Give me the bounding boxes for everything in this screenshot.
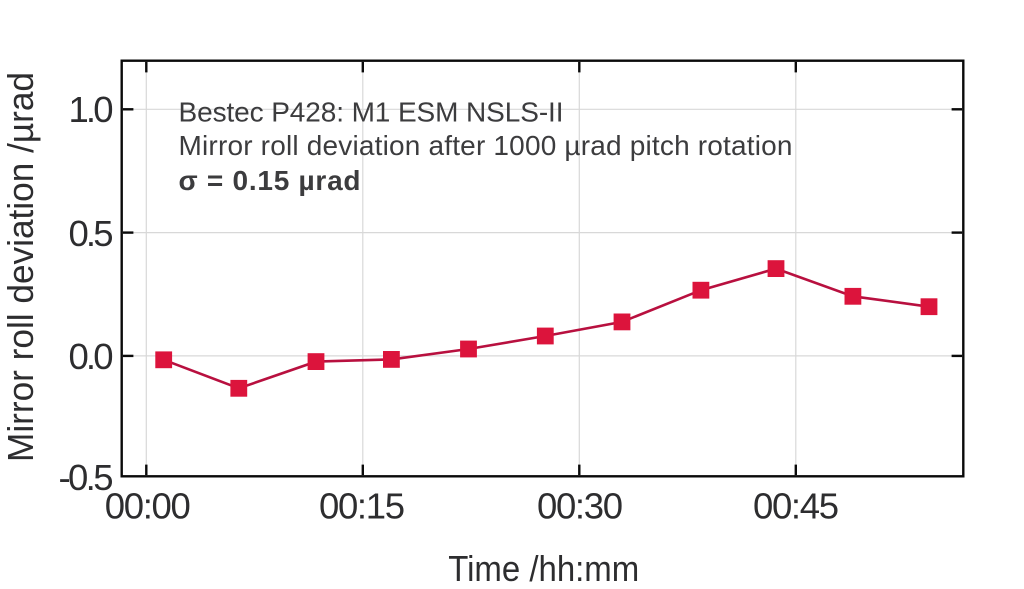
svg-text:00:15: 00:15 <box>319 485 405 526</box>
svg-text:0.5: 0.5 <box>69 213 114 254</box>
svg-text:00:30: 00:30 <box>537 485 623 526</box>
svg-text:00:45: 00:45 <box>753 485 839 526</box>
svg-text:0.0: 0.0 <box>69 336 114 377</box>
svg-text:Mirror roll deviation after 10: Mirror roll deviation after 1000 µrad pi… <box>179 130 793 161</box>
svg-text:Bestec P428: M1 ESM NSLS-II: Bestec P428: M1 ESM NSLS-II <box>179 97 564 128</box>
svg-text:1.0: 1.0 <box>69 89 114 130</box>
svg-text:00:00: 00:00 <box>105 485 191 526</box>
svg-text:Mirror roll deviation /µrad: Mirror roll deviation /µrad <box>0 72 41 462</box>
svg-text:Time /hh:mm: Time /hh:mm <box>448 548 639 589</box>
svg-text:σ = 0.15 µrad: σ = 0.15 µrad <box>179 165 361 196</box>
svg-text:-0.5: -0.5 <box>59 457 114 498</box>
